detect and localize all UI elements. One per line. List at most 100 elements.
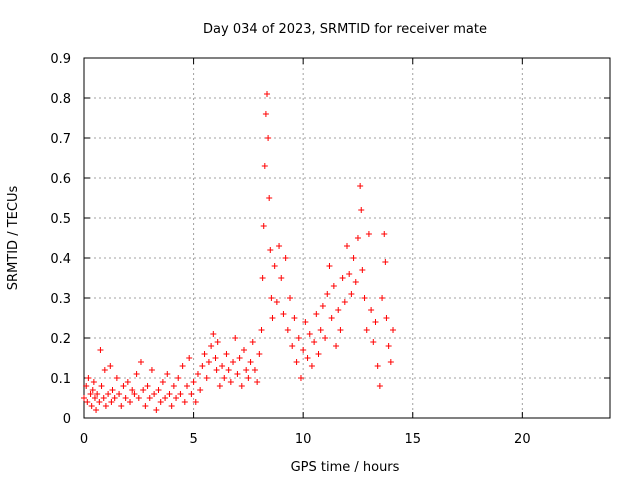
data-point bbox=[344, 243, 350, 249]
data-point bbox=[216, 383, 223, 389]
data-point bbox=[273, 299, 280, 305]
data-point bbox=[232, 335, 239, 341]
data-point bbox=[124, 379, 131, 385]
data-point bbox=[350, 255, 357, 261]
data-point bbox=[208, 343, 215, 349]
data-point bbox=[254, 379, 261, 385]
data-point bbox=[262, 111, 269, 117]
data-point bbox=[247, 359, 254, 365]
data-point bbox=[368, 307, 375, 313]
data-point bbox=[324, 291, 331, 297]
data-point bbox=[175, 375, 182, 381]
data-point bbox=[346, 271, 353, 277]
data-point bbox=[109, 387, 116, 393]
data-point bbox=[271, 263, 278, 269]
data-point bbox=[282, 255, 289, 261]
data-point bbox=[102, 403, 109, 409]
data-point bbox=[240, 347, 247, 353]
x-tick-label: 15 bbox=[404, 432, 421, 447]
data-point bbox=[166, 391, 173, 397]
data-point bbox=[213, 367, 220, 373]
data-point bbox=[155, 387, 162, 393]
data-point bbox=[199, 363, 206, 369]
x-axis-label: GPS time / hours bbox=[291, 460, 400, 475]
data-point bbox=[162, 395, 169, 401]
data-point bbox=[276, 243, 283, 249]
data-point bbox=[260, 223, 267, 229]
data-point bbox=[170, 383, 177, 389]
data-point bbox=[234, 371, 241, 377]
data-point bbox=[306, 331, 313, 337]
data-point bbox=[385, 343, 392, 349]
data-point bbox=[269, 315, 276, 321]
data-point bbox=[319, 303, 326, 309]
data-point bbox=[302, 319, 309, 325]
data-point bbox=[311, 339, 318, 345]
data-point bbox=[108, 399, 115, 405]
y-tick-label: 0.8 bbox=[50, 92, 71, 107]
data-point bbox=[131, 391, 138, 397]
data-point bbox=[201, 351, 208, 357]
data-point bbox=[381, 231, 388, 237]
y-tick-label: 0.9 bbox=[50, 52, 71, 67]
data-point bbox=[339, 275, 346, 281]
data-point bbox=[280, 311, 287, 317]
data-point bbox=[376, 383, 383, 389]
data-point bbox=[256, 351, 263, 357]
data-point bbox=[100, 395, 107, 401]
data-point bbox=[317, 327, 324, 333]
data-point bbox=[84, 399, 91, 405]
data-point bbox=[221, 375, 228, 381]
data-point bbox=[278, 275, 285, 281]
data-point bbox=[361, 295, 368, 301]
data-point bbox=[214, 339, 221, 345]
data-point bbox=[284, 327, 291, 333]
data-point bbox=[387, 359, 394, 365]
data-point bbox=[148, 367, 155, 373]
data-point bbox=[116, 391, 123, 397]
data-point bbox=[140, 387, 147, 393]
data-point bbox=[159, 379, 166, 385]
data-points bbox=[81, 91, 397, 413]
data-point bbox=[192, 399, 199, 405]
x-tick-label: 5 bbox=[189, 432, 197, 447]
data-point bbox=[372, 319, 379, 325]
data-point bbox=[326, 263, 333, 269]
data-point bbox=[259, 275, 266, 281]
data-point bbox=[322, 335, 329, 341]
grid-lines bbox=[84, 58, 610, 418]
y-tick-label: 0.4 bbox=[50, 252, 71, 267]
data-point bbox=[374, 363, 381, 369]
data-point bbox=[88, 403, 95, 409]
data-point bbox=[153, 407, 160, 413]
y-axis-label: SRMTID / TECUs bbox=[6, 186, 21, 291]
y-tick-label: 0.2 bbox=[50, 332, 71, 347]
data-point bbox=[177, 391, 184, 397]
data-point bbox=[333, 343, 340, 349]
data-point bbox=[179, 363, 186, 369]
data-point bbox=[101, 367, 108, 373]
data-point bbox=[268, 295, 275, 301]
data-point bbox=[127, 399, 134, 405]
data-point bbox=[348, 291, 355, 297]
data-point bbox=[223, 351, 230, 357]
data-point bbox=[245, 375, 252, 381]
data-point bbox=[135, 395, 142, 401]
data-point bbox=[164, 371, 171, 377]
data-point bbox=[265, 135, 272, 141]
data-point bbox=[227, 379, 234, 385]
data-point bbox=[94, 391, 101, 397]
data-point bbox=[194, 371, 201, 377]
data-point bbox=[197, 387, 204, 393]
data-point bbox=[146, 395, 153, 401]
data-point bbox=[120, 383, 127, 389]
data-point bbox=[144, 383, 151, 389]
data-point bbox=[151, 391, 158, 397]
data-point bbox=[133, 371, 140, 377]
x-tick-label: 10 bbox=[295, 432, 312, 447]
data-point bbox=[98, 383, 105, 389]
data-point bbox=[370, 339, 377, 345]
data-point bbox=[341, 299, 348, 305]
data-point bbox=[295, 335, 302, 341]
